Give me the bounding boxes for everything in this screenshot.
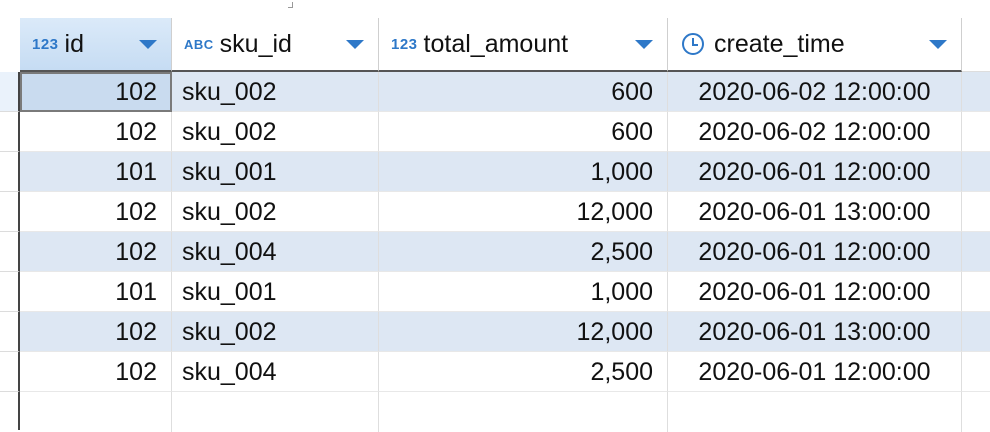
cell-create-time[interactable]: 2020-06-01 13:00:00: [668, 192, 962, 232]
cell-create-time[interactable]: 2020-06-02 12:00:00: [668, 72, 962, 112]
row-header[interactable]: [0, 192, 20, 232]
top-strip-marker: [288, 2, 293, 8]
cell-total-amount[interactable]: 12,000: [379, 192, 668, 232]
column-header-label: total_amount: [423, 29, 569, 58]
cell-id[interactable]: 102: [20, 72, 172, 112]
table-row[interactable]: 101 sku_001 1,000 2020-06-01 12:00:00: [0, 152, 990, 192]
row-header[interactable]: [0, 112, 20, 152]
sort-dropdown-icon[interactable]: [139, 39, 157, 49]
cell-total-amount[interactable]: 600: [379, 72, 668, 112]
table-row[interactable]: 102 sku_004 2,500 2020-06-01 12:00:00: [0, 232, 990, 272]
cell-sku-id[interactable]: sku_004: [172, 232, 379, 272]
cell-sku-id[interactable]: sku_002: [172, 112, 379, 152]
column-header-create-time[interactable]: create_time: [668, 18, 962, 72]
column-header-label: create_time: [714, 29, 845, 58]
cell-create-time[interactable]: 2020-06-01 12:00:00: [668, 352, 962, 392]
grid-body: 102 sku_002 600 2020-06-02 12:00:00 102 …: [0, 72, 990, 432]
cell-sku-id[interactable]: sku_002: [172, 312, 379, 352]
table-row[interactable]: 102 sku_002 12,000 2020-06-01 13:00:00: [0, 312, 990, 352]
cell-create-time[interactable]: 2020-06-01 12:00:00: [668, 272, 962, 312]
row-header[interactable]: [0, 352, 20, 392]
cell-filler: [962, 192, 990, 232]
numeric-type-icon: 123: [32, 35, 59, 53]
cell-sku-id[interactable]: sku_002: [172, 72, 379, 112]
column-header-total-amount[interactable]: 123 total_amount: [379, 18, 668, 72]
cell-total-amount[interactable]: 12,000: [379, 312, 668, 352]
row-header[interactable]: [0, 272, 20, 312]
cell-filler: [962, 312, 990, 352]
sort-dropdown-icon[interactable]: [635, 39, 653, 49]
cell-filler: [962, 152, 990, 192]
cell-sku-id[interactable]: sku_002: [172, 192, 379, 232]
column-header-id[interactable]: 123 id: [20, 18, 172, 72]
grid-top-strip: [0, 0, 990, 19]
cell-total-amount[interactable]: 2,500: [379, 232, 668, 272]
cell-id[interactable]: 102: [20, 232, 172, 272]
table-row[interactable]: 101 sku_001 1,000 2020-06-01 12:00:00: [0, 272, 990, 312]
table-row[interactable]: 102 sku_004 2,500 2020-06-01 12:00:00: [0, 352, 990, 392]
cell-filler: [962, 232, 990, 272]
row-header[interactable]: [0, 232, 20, 272]
cell-sku-id[interactable]: sku_001: [172, 152, 379, 192]
cell-create-time[interactable]: 2020-06-01 12:00:00: [668, 232, 962, 272]
cell-id[interactable]: 102: [20, 312, 172, 352]
column-header-filler: [962, 18, 990, 72]
cell-total-amount[interactable]: 1,000: [379, 152, 668, 192]
empty-cell: [379, 392, 668, 432]
row-header[interactable]: [0, 72, 20, 112]
column-header-sku-id[interactable]: ABC sku_id: [172, 18, 379, 72]
column-header-label: id: [64, 29, 84, 58]
cell-create-time[interactable]: 2020-06-01 12:00:00: [668, 152, 962, 192]
column-header-label: sku_id: [219, 29, 292, 58]
empty-cell: [172, 392, 379, 432]
cell-filler: [962, 272, 990, 312]
numeric-type-icon: 123: [391, 35, 418, 53]
empty-row: [0, 392, 990, 432]
row-header[interactable]: [0, 312, 20, 352]
cell-id[interactable]: 101: [20, 272, 172, 312]
cell-total-amount[interactable]: 1,000: [379, 272, 668, 312]
cell-id[interactable]: 102: [20, 352, 172, 392]
cell-sku-id[interactable]: sku_001: [172, 272, 379, 312]
table-row[interactable]: 102 sku_002 12,000 2020-06-01 13:00:00: [0, 192, 990, 232]
cell-total-amount[interactable]: 2,500: [379, 352, 668, 392]
clock-icon: [682, 33, 704, 55]
cell-create-time[interactable]: 2020-06-01 13:00:00: [668, 312, 962, 352]
cell-id[interactable]: 102: [20, 112, 172, 152]
cell-filler: [962, 352, 990, 392]
sort-dropdown-icon[interactable]: [346, 39, 364, 49]
cell-create-time[interactable]: 2020-06-02 12:00:00: [668, 112, 962, 152]
cell-total-amount[interactable]: 600: [379, 112, 668, 152]
cell-id[interactable]: 101: [20, 152, 172, 192]
table-row[interactable]: 102 sku_002 600 2020-06-02 12:00:00: [0, 112, 990, 152]
sort-dropdown-icon[interactable]: [929, 39, 947, 49]
cell-id[interactable]: 102: [20, 192, 172, 232]
table-row[interactable]: 102 sku_002 600 2020-06-02 12:00:00: [0, 72, 990, 112]
empty-cell: [668, 392, 962, 432]
text-type-icon: ABC: [184, 36, 214, 52]
empty-cell: [20, 392, 172, 432]
row-header[interactable]: [0, 152, 20, 192]
cell-sku-id[interactable]: sku_004: [172, 352, 379, 392]
cell-filler: [962, 72, 990, 112]
cell-filler: [962, 112, 990, 152]
grid-header: 123 id ABC sku_id 123 total_amount creat…: [0, 18, 990, 72]
